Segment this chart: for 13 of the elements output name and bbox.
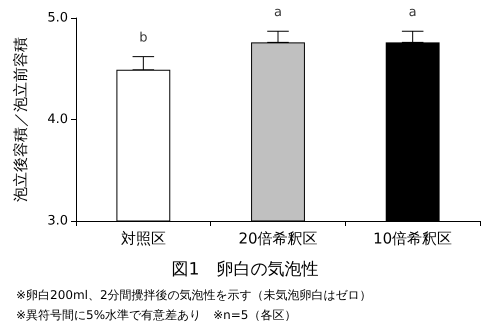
annotation: b bbox=[139, 30, 148, 46]
text: ※卵白200ml、2分間攪拌後の気泡性を示す（未気泡卵白はゼロ） bbox=[16, 288, 372, 302]
text: 図1 卵白の気泡性 bbox=[172, 260, 318, 280]
text: ※異符号間に5%水準で有意差あり ※n=5（各区） bbox=[16, 308, 296, 322]
y-tick-label: 3.0 bbox=[47, 214, 68, 228]
annotation: a bbox=[274, 5, 282, 20]
annotation: a bbox=[408, 5, 417, 20]
x-tick-label: 20倍希釈区 bbox=[238, 230, 318, 248]
y-axis-title: 泡立後容積／泡立前容積 bbox=[12, 37, 30, 202]
x-tick-label: 対照区 bbox=[120, 230, 166, 248]
y-tick-label: 5.0 bbox=[47, 10, 68, 26]
y-tick-label: 4.0 bbox=[47, 112, 68, 127]
x-tick-label: 10倍希釈区 bbox=[373, 230, 452, 248]
